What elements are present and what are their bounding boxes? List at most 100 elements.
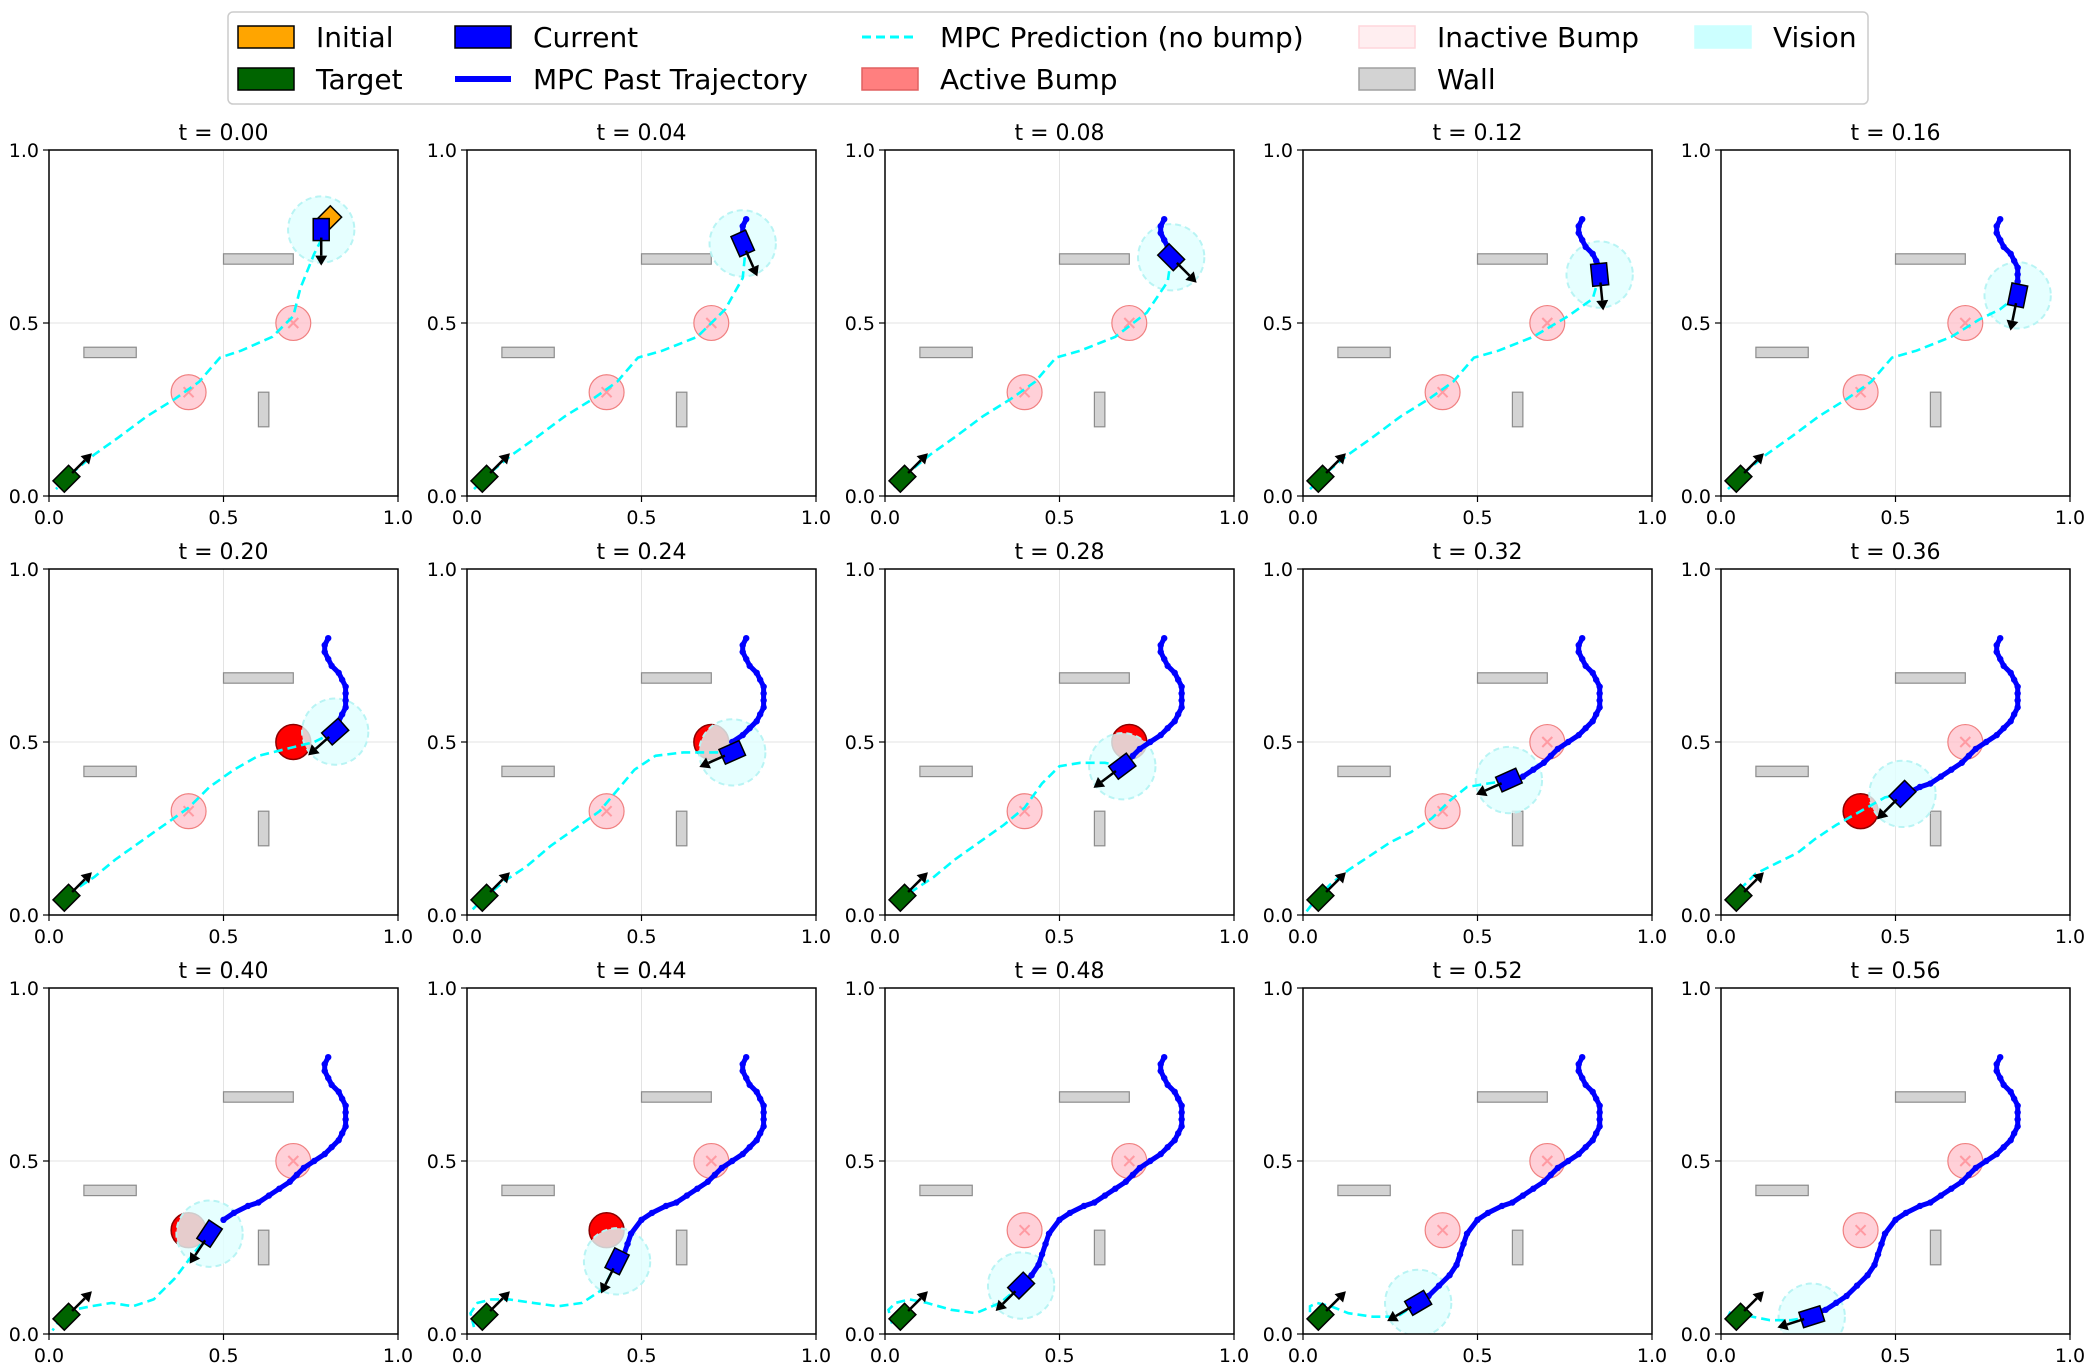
target-marker — [887, 872, 928, 913]
y-tick-label: 0.0 — [1263, 905, 1293, 927]
x-tick-label: 1.0 — [1219, 1345, 1249, 1367]
current-marker-arrow-shaft — [604, 1267, 615, 1286]
y-tick-label: 1.0 — [1263, 978, 1293, 1000]
trajectory-dot — [1596, 1116, 1603, 1123]
plot-content — [885, 569, 1234, 915]
trajectory-dot — [1178, 683, 1185, 690]
trajectory-dot — [328, 1081, 335, 1089]
panel-title: t = 0.16 — [1850, 121, 1940, 146]
trajectory-dot — [1575, 1060, 1582, 1068]
trajectory-dot — [2014, 271, 2021, 278]
legend-label-past: MPC Past Trajectory — [533, 63, 808, 96]
y-tick-label: 0.0 — [9, 486, 39, 508]
wall-1 — [1894, 1091, 1966, 1103]
current-marker — [312, 217, 330, 266]
target-marker-arrow-head — [916, 1291, 928, 1303]
trajectory-dot — [1161, 1074, 1168, 1082]
bump-center-mark — [182, 386, 195, 398]
trajectory-dot — [662, 1202, 670, 1210]
wall-0 — [1337, 346, 1391, 359]
inactive-bump-1 — [1529, 1142, 1566, 1180]
y-tick-label: 1.0 — [1681, 559, 1711, 581]
y-tick-label: 1.0 — [1681, 140, 1711, 162]
plot-content — [885, 988, 1234, 1334]
wall-2 — [675, 391, 688, 428]
current-marker-arrow-shaft — [744, 250, 755, 268]
target-marker-arrow-shaft — [489, 1297, 504, 1312]
mpc-prediction-line — [1305, 778, 1510, 913]
y-tick-label: 0.0 — [1681, 1324, 1711, 1346]
trajectory-dot — [1164, 662, 1171, 670]
trajectory-dot — [1178, 1102, 1185, 1109]
x-tick-label: 1.0 — [2055, 926, 2085, 948]
trajectory-dot — [2000, 1143, 2007, 1151]
panel-8: 0.0 0.5 1.0 0.0 0.5 1.0 t = 0.32 — [1263, 540, 1667, 948]
wall-2 — [257, 391, 270, 428]
inactive-bump-0 — [588, 793, 625, 830]
trajectory-dot — [760, 1116, 767, 1123]
trajectory-dot — [1157, 229, 1164, 237]
x-tick-label: 0.0 — [1288, 926, 1318, 948]
target-marker-arrow-shaft — [1325, 878, 1340, 893]
trajectory-dot — [1843, 1292, 1850, 1300]
x-tick-label: 0.5 — [208, 926, 238, 948]
trajectory-dot — [1596, 690, 1603, 697]
x-tick-label: 0.5 — [1880, 926, 1910, 948]
trajectory-dot — [1582, 662, 1589, 670]
bump-center-mark — [1436, 1224, 1449, 1236]
x-tick-label: 1.0 — [1219, 926, 1249, 948]
trajectory-dot — [1878, 1240, 1885, 1248]
target-marker — [1305, 1291, 1346, 1332]
current-marker — [189, 1219, 224, 1264]
trajectory-dot — [1042, 1240, 1049, 1248]
inactive-bump-0 — [1006, 793, 1043, 830]
current-marker — [1877, 779, 1917, 820]
trajectory-dot — [1892, 1216, 1899, 1224]
mpc-prediction-line — [891, 257, 1173, 491]
y-tick-label: 0.0 — [845, 486, 875, 508]
y-tick-label: 1.0 — [427, 140, 457, 162]
mpc-past-trajectory — [1509, 635, 1603, 786]
target-marker-arrow-shaft — [1743, 878, 1758, 893]
trajectory-dot — [325, 1054, 332, 1061]
wall-0 — [919, 346, 973, 359]
x-tick-label: 0.5 — [1462, 926, 1492, 948]
trajectory-dot — [694, 1185, 701, 1192]
trajectory-dot — [1456, 1251, 1464, 1258]
trajectory-dot — [1822, 1306, 1829, 1313]
wall-0 — [919, 765, 973, 778]
x-tick-label: 0.5 — [1044, 1345, 1074, 1367]
panel-grid: 0.0 0.5 1.00.00.51.0t = 0.000.0 0.5 1.00.00.… — [9, 121, 2085, 1367]
current-marker — [1156, 242, 1197, 283]
current-marker-arrow-shaft — [1175, 262, 1191, 277]
trajectory-dot — [1997, 635, 2004, 642]
panel-10: 0.0 0.5 1.0 0.0 0.5 1.0 t = 0.40 — [9, 959, 413, 1367]
y-tick-label: 1.0 — [845, 978, 875, 1000]
current-marker-arrow-shaft — [1100, 770, 1117, 783]
y-tick-label: 0.0 — [427, 486, 457, 508]
trajectory-dot — [1993, 222, 2000, 230]
trajectory-dot — [325, 655, 332, 663]
trajectory-dot — [1993, 229, 2000, 237]
panel-title: t = 0.24 — [596, 540, 686, 565]
mpc-prediction-line — [51, 1232, 211, 1332]
bump-center-mark — [1123, 317, 1136, 329]
trajectory-dot — [1157, 1060, 1164, 1068]
current-marker-arrow-shaft — [1786, 1317, 1805, 1326]
trajectory-dot — [1927, 780, 1934, 787]
trajectory-dot — [1582, 1143, 1589, 1151]
trajectory-dot — [335, 1088, 342, 1096]
plot-area — [1721, 569, 2070, 915]
target-marker-arrow-head — [1752, 872, 1764, 884]
x-tick-label: 0.0 — [1706, 1345, 1736, 1367]
legend-label-wall: Wall — [1437, 63, 1496, 96]
bump-center-mark — [600, 386, 613, 398]
trajectory-dot — [276, 1185, 283, 1192]
trajectory-dot — [1129, 1171, 1136, 1179]
wall-1 — [1058, 253, 1130, 265]
trajectory-dot — [1530, 766, 1537, 773]
target-marker-arrow-head — [80, 872, 92, 884]
trajectory-dot — [1080, 1202, 1088, 1210]
wall-2 — [1511, 391, 1524, 428]
